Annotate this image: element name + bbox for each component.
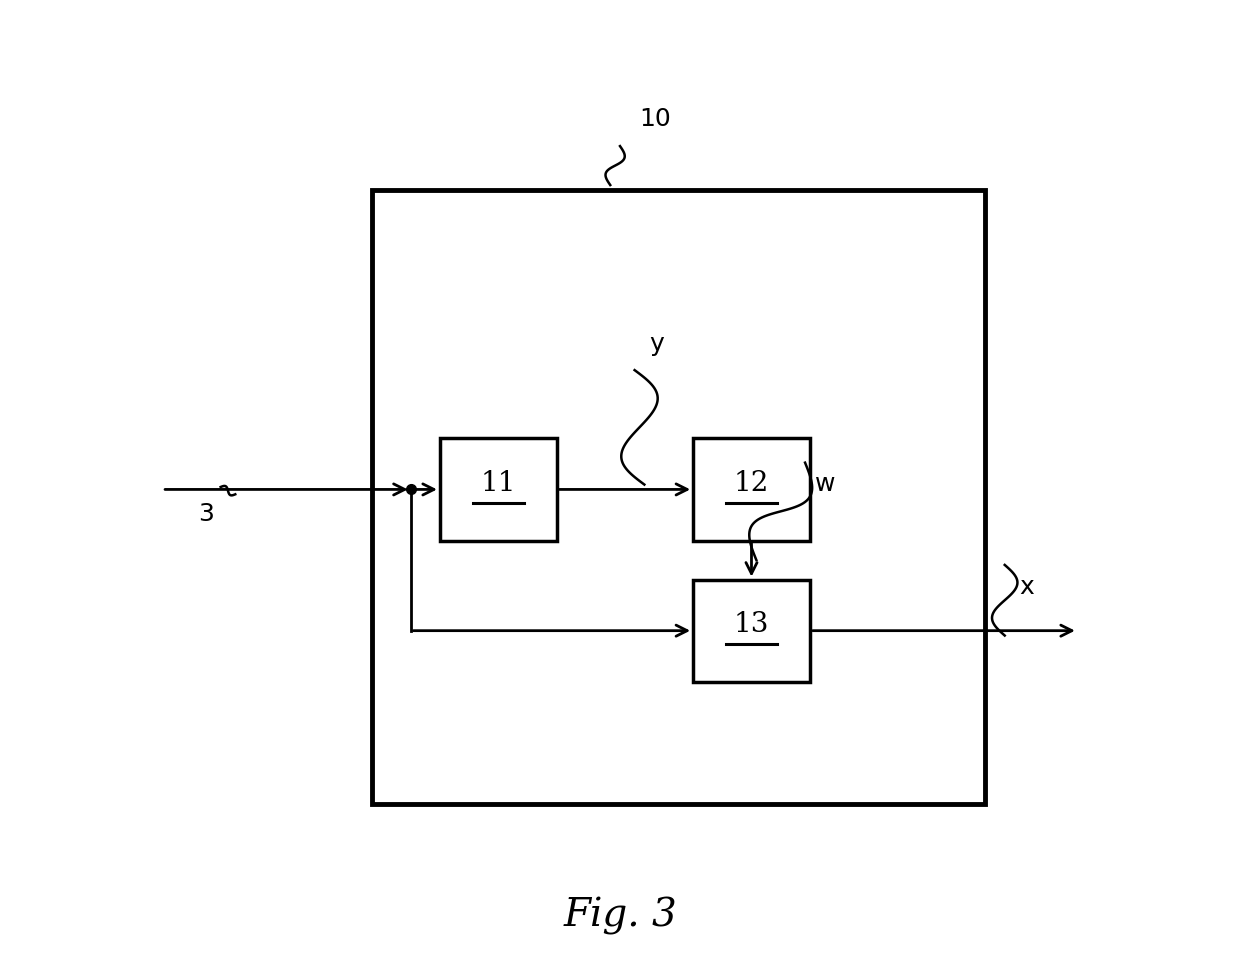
Text: w: w <box>815 472 836 497</box>
Bar <box>693 580 810 682</box>
Text: 12: 12 <box>734 469 769 497</box>
Text: Fig. 3: Fig. 3 <box>563 896 677 935</box>
Text: y: y <box>650 331 663 356</box>
Bar <box>693 438 810 541</box>
Text: 13: 13 <box>734 611 769 638</box>
Text: 11: 11 <box>481 469 516 497</box>
Bar <box>372 190 986 804</box>
Text: 10: 10 <box>640 107 671 131</box>
Text: 3: 3 <box>198 502 215 526</box>
Bar <box>440 438 557 541</box>
Text: x: x <box>1019 575 1034 599</box>
